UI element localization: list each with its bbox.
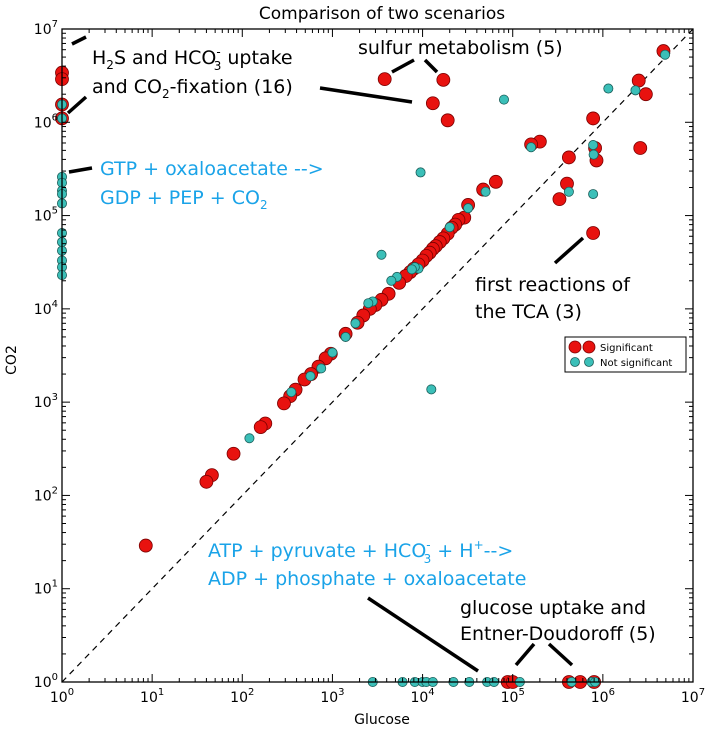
point-not-significant: [426, 384, 437, 395]
point-significant: [226, 446, 241, 461]
legend-marker-not-significant: [570, 357, 580, 367]
annotation-gtp-line1: GTP + oxaloacetate -->: [100, 158, 324, 180]
point-not-significant: [340, 331, 351, 342]
point-not-significant: [363, 298, 374, 309]
sulfur-pointer-line: [423, 58, 439, 74]
point-not-significant: [305, 371, 316, 382]
point-not-significant: [244, 433, 255, 444]
legend-marker-significant: [582, 340, 596, 354]
point-not-significant: [316, 363, 327, 374]
annotation-tca-line1: first reactions of: [475, 274, 631, 296]
point-significant: [199, 474, 214, 489]
point-not-significant: [386, 275, 397, 286]
chart-title: Comparison of two scenarios: [259, 4, 505, 24]
point-significant: [425, 96, 440, 111]
point-not-significant: [603, 83, 614, 94]
point-not-significant: [480, 186, 491, 197]
glucose-pointer-line: [547, 642, 574, 667]
point-significant: [552, 192, 567, 207]
point-not-significant: [376, 249, 387, 260]
point-not-significant: [588, 140, 599, 151]
point-not-significant: [660, 49, 671, 60]
x-tick-label: 101: [140, 687, 164, 706]
annotation-atp-line2: ADP + phosphate + oxaloacetate: [208, 568, 526, 590]
h2s-pointer-line: [71, 35, 87, 46]
legend: Significant Not significant: [564, 336, 687, 373]
point-not-significant: [406, 264, 417, 275]
plot-frame: [61, 28, 694, 683]
x-axis-label: Glucose: [354, 712, 410, 728]
point-significant: [377, 72, 392, 87]
y-tick-label: 107: [34, 19, 58, 38]
legend-marker-significant: [568, 340, 582, 354]
point-not-significant: [588, 149, 599, 160]
sulfur-pointer-line: [391, 58, 415, 74]
point-significant: [440, 113, 455, 128]
atp-pointer-line: [367, 596, 479, 673]
legend-label-significant: Significant: [600, 343, 653, 354]
annotation-h2s-line1: H2S and HCO-3 uptake: [92, 45, 293, 73]
point-significant: [277, 396, 291, 411]
y-tick-label: 100: [34, 672, 58, 691]
x-tick-label: 106: [591, 687, 615, 706]
x-tick-label: 102: [230, 687, 254, 706]
point-significant: [138, 538, 153, 553]
x-tick-label: 103: [320, 687, 344, 706]
legend-label-not-significant: Not significant: [600, 358, 672, 369]
point-significant: [631, 73, 646, 88]
y-tick-label: 102: [34, 485, 58, 504]
annotation-atp-line1: ATP + pyruvate + HCO-3 + H+-->: [208, 538, 513, 566]
y-tick-label: 104: [34, 299, 58, 318]
y-tick-label: 105: [34, 206, 58, 225]
annotation-glucose-line2: Entner-Doudoroff (5): [460, 623, 656, 645]
tca-pointer-line: [553, 236, 585, 265]
data-points: [55, 44, 671, 689]
gtp-pointer-line: [68, 166, 93, 174]
annotation-gtp-line2: GDP + PEP + CO2: [100, 187, 268, 212]
y-tick-label: 103: [34, 392, 58, 411]
point-significant: [638, 87, 653, 102]
x-tick-label: 107: [681, 687, 705, 706]
annotation-tca-line2: the TCA (3): [475, 301, 582, 323]
x-tick-label: 100: [50, 687, 74, 706]
point-significant: [586, 226, 601, 240]
co2fix-pointer-line: [319, 86, 413, 104]
point-not-significant: [286, 387, 297, 398]
point-not-significant: [463, 203, 474, 214]
point-not-significant: [415, 167, 426, 178]
glucose-pointer-line: [514, 642, 536, 667]
point-significant: [586, 111, 601, 126]
point-significant: [253, 420, 268, 435]
point-significant: [488, 174, 503, 189]
point-significant: [561, 150, 576, 165]
h2s-pointer-line: [66, 95, 88, 115]
y-tick-label: 101: [34, 579, 58, 598]
x-tick-label: 104: [410, 687, 434, 706]
annotation-glucose-line1: glucose uptake and: [460, 597, 646, 619]
point-not-significant: [563, 186, 574, 197]
y-axis-label: CO2: [4, 345, 20, 375]
point-not-significant: [444, 222, 455, 233]
point-significant: [436, 72, 451, 87]
annotation-h2s-line2: and CO2-fixation (16): [92, 76, 293, 101]
point-significant: [633, 141, 648, 155]
point-not-significant: [630, 85, 641, 96]
point-not-significant: [498, 94, 509, 105]
point-not-significant: [327, 347, 338, 358]
legend-marker-not-significant: [584, 357, 594, 367]
point-not-significant: [526, 142, 537, 153]
axis-ticks: 100 101 102 103 104 105 106 107 100 101 102 103 104 1…: [34, 19, 705, 706]
annotation-lines: [66, 35, 585, 673]
annotation-sulfur: sulfur metabolism (5): [358, 37, 563, 59]
x-tick-label: 105: [501, 687, 525, 706]
point-not-significant: [350, 318, 361, 329]
y-tick-label: 106: [34, 112, 58, 131]
diagonal-reference-line: [61, 28, 694, 683]
point-not-significant: [588, 189, 599, 200]
